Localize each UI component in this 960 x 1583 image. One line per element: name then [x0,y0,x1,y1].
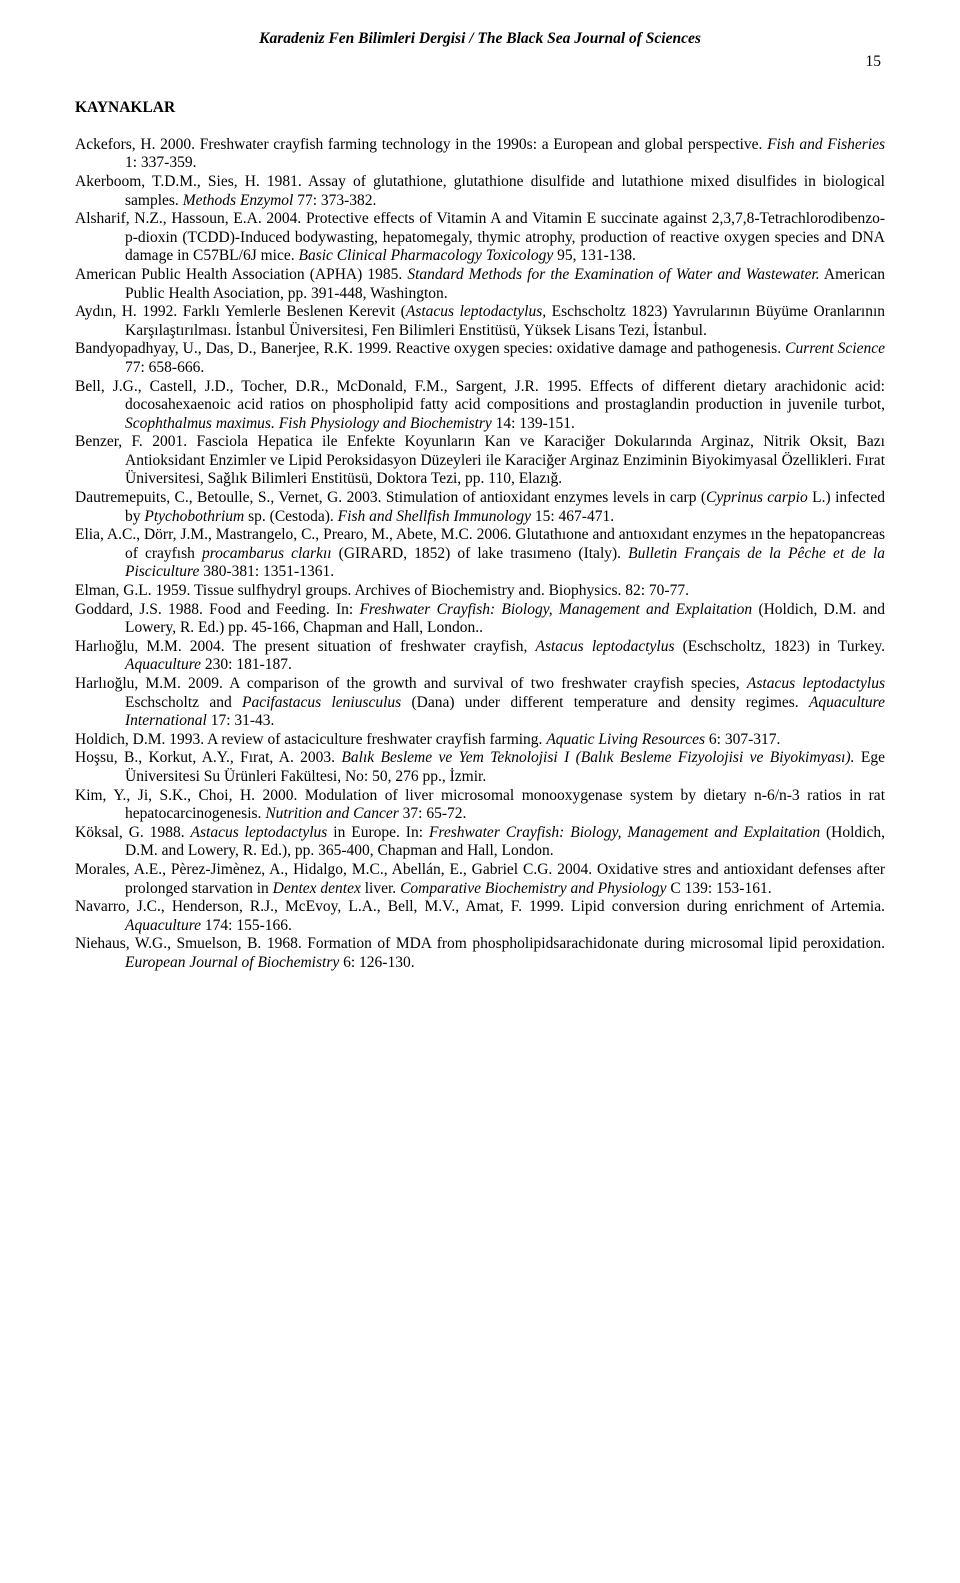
ref-text: 95, 131-138. [553,247,636,264]
ref-text: Ackefors, H. 2000. Freshwater crayfish f… [75,136,767,153]
reference-item: Alsharif, N.Z., Hassoun, E.A. 2004. Prot… [75,210,885,266]
ref-italic: Ptychobothrium [144,508,244,525]
journal-title: Karadeniz Fen Bilimleri Dergisi / The Bl… [75,30,885,49]
ref-text: 6: 126-130. [339,954,414,971]
ref-italic: Aquaculture [125,917,201,934]
reference-item: Köksal, G. 1988. Astacus leptodactylus i… [75,824,885,861]
ref-text: Bandyopadhyay, U., Das, D., Banerjee, R.… [75,340,785,357]
ref-italic: Current Science [785,340,885,357]
ref-text: Benzer, F. 2001. Fasciola Hepatica ile E… [75,433,885,487]
ref-text: 1: 337-359. [125,154,196,171]
ref-italic: Astacus leptodactylus [191,824,328,841]
ref-italic: procambarus clarkıı [202,545,332,562]
ref-italic: Scophthalmus maximus. Fish Physiology an… [125,415,492,432]
ref-text: Kim, Y., Ji, S.K., Choi, H. 2000. Modula… [75,787,885,823]
ref-italic: Methods Enzymol [183,192,294,209]
ref-text: liver. [361,880,400,897]
reference-item: Goddard, J.S. 1988. Food and Feeding. In… [75,601,885,638]
ref-text: American Public Health Association (APHA… [75,266,407,283]
ref-text: (GIRARD, 1852) of lake trasımeno (Italy)… [332,545,629,562]
ref-text: Goddard, J.S. 1988. Food and Feeding. In… [75,601,359,618]
reference-item: Kim, Y., Ji, S.K., Choi, H. 2000. Modula… [75,787,885,824]
ref-text: 15: 467-471. [531,508,614,525]
reference-item: Bandyopadhyay, U., Das, D., Banerjee, R.… [75,340,885,377]
section-heading: KAYNAKLAR [75,99,885,118]
ref-text: (Eschscholtz, 1823) in Turkey. [674,638,885,655]
reference-item: Ackefors, H. 2000. Freshwater crayfish f… [75,136,885,173]
ref-text: Aydın, H. 1992. Farklı Yemlerle Beslenen… [75,303,406,320]
ref-text: 6: 307-317. [705,731,780,748]
ref-text: Elman, G.L. 1959. Tissue sulfhydryl grou… [75,582,689,599]
reference-item: Morales, A.E., Pèrez-Jimènez, A., Hidalg… [75,861,885,898]
ref-italic: Standard Methods for the Examination of … [407,266,819,283]
ref-italic: European Journal of Biochemistry [125,954,339,971]
reference-item: Benzer, F. 2001. Fasciola Hepatica ile E… [75,433,885,489]
ref-text: C 139: 153-161. [667,880,772,897]
ref-italic: Fish and Fisheries [767,136,885,153]
reference-item: Elia, A.C., Dörr, J.M., Mastrangelo, C.,… [75,526,885,582]
ref-italic: Freshwater Crayfish: Biology, Management… [359,601,752,618]
ref-text: Harlıoğlu, M.M. 2004. The present situat… [75,638,536,655]
ref-text: 380-381: 1351-1361. [199,563,334,580]
reference-item: Niehaus, W.G., Smuelson, B. 1968. Format… [75,935,885,972]
ref-italic: Freshwater Crayfish: Biology, Management… [429,824,820,841]
ref-text: Dautremepuits, C., Betoulle, S., Vernet,… [75,489,706,506]
ref-text: in Europe. In: [327,824,429,841]
ref-text: Hoşsu, B., Korkut, A.Y., Fırat, A. 2003. [75,749,341,766]
ref-italic: Astacus leptodactylus, [406,303,546,320]
ref-text: 14: 139-151. [492,415,575,432]
ref-text: Harlıoğlu, M.M. 2009. A comparison of th… [75,675,747,692]
ref-text: Eschscholtz and [125,694,242,711]
reference-item: Aydın, H. 1992. Farklı Yemlerle Beslenen… [75,303,885,340]
ref-italic: Astacus leptodactylus [536,638,675,655]
ref-text: Bell, J.G., Castell, J.D., Tocher, D.R.,… [75,378,885,414]
ref-text: (Dana) under different temperature and d… [401,694,809,711]
ref-text: Niehaus, W.G., Smuelson, B. 1968. Format… [75,935,885,952]
ref-text: Köksal, G. 1988. [75,824,191,841]
reference-item: Navarro, J.C., Henderson, R.J., McEvoy, … [75,898,885,935]
ref-text: 37: 65-72. [399,805,467,822]
reference-item: Dautremepuits, C., Betoulle, S., Vernet,… [75,489,885,526]
reference-item: Hoşsu, B., Korkut, A.Y., Fırat, A. 2003.… [75,749,885,786]
reference-item: Akerboom, T.D.M., Sies, H. 1981. Assay o… [75,173,885,210]
reference-item: Harlıoğlu, M.M. 2009. A comparison of th… [75,675,885,731]
ref-italic: Dentex dentex [273,880,361,897]
ref-italic: Balık Besleme ve Yem Teknolojisi I (Balı… [341,749,854,766]
ref-text: 77: 658-666. [125,359,204,376]
ref-text: sp. (Cestoda). [244,508,337,525]
reference-item: Harlıoğlu, M.M. 2004. The present situat… [75,638,885,675]
ref-italic: Fish and Shellfish Immunology [338,508,531,525]
ref-text: 174: 155-166. [201,917,292,934]
page-number: 15 [75,53,885,72]
ref-text: Navarro, J.C., Henderson, R.J., McEvoy, … [75,898,885,915]
ref-text: 17: 31-43. [207,712,275,729]
ref-italic: Basic Clinical Pharmacology Toxicology [298,247,553,264]
reference-item: Holdich, D.M. 1993. A review of astacicu… [75,731,885,750]
ref-italic: Aquatic Living Resources [546,731,705,748]
ref-italic: Pacifastacus leniusculus [242,694,401,711]
ref-italic: Cyprinus carpio [706,489,808,506]
ref-italic: Comparative Biochemistry and Physiology [400,880,666,897]
ref-text: 77: 373-382. [293,192,376,209]
ref-text: 230: 181-187. [201,656,292,673]
ref-italic: Astacus leptodactylus [747,675,885,692]
reference-item: Bell, J.G., Castell, J.D., Tocher, D.R.,… [75,378,885,434]
reference-item: Elman, G.L. 1959. Tissue sulfhydryl grou… [75,582,885,601]
ref-italic: Nutrition and Cancer [265,805,398,822]
ref-italic: Aquaculture [125,656,201,673]
ref-text: Holdich, D.M. 1993. A review of astacicu… [75,731,546,748]
reference-item: American Public Health Association (APHA… [75,266,885,303]
